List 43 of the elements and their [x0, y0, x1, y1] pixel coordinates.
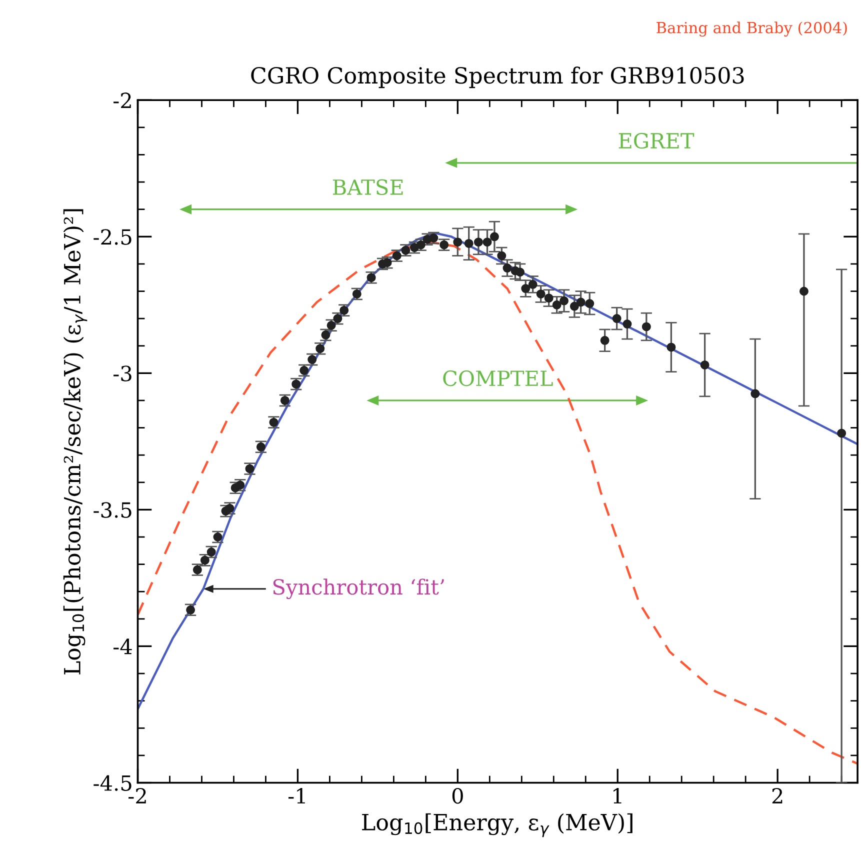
point — [536, 289, 546, 298]
point — [612, 314, 622, 324]
point — [837, 428, 846, 438]
point — [521, 284, 530, 294]
y-tick-label: -2 — [114, 92, 131, 108]
x-tick-label: 0 — [452, 788, 463, 804]
annotation: BATSE — [332, 179, 403, 196]
point — [666, 342, 676, 352]
point — [700, 360, 710, 370]
y-axis-title: Log$_{10}$[(Photons/cm²/sec/keV) (ε$_{γ}$/1 MeV)²] — [63, 209, 88, 674]
point — [502, 264, 512, 273]
x-tick-label: 2 — [772, 788, 782, 804]
annotation: EGRET — [618, 132, 694, 149]
y-tick-label: -2.5 — [94, 229, 132, 245]
point — [497, 251, 506, 260]
point — [453, 238, 462, 247]
point — [482, 238, 492, 247]
text: Baring and Braby (2004) — [656, 22, 847, 37]
y-tick-label: -3 — [114, 366, 132, 382]
point — [585, 299, 594, 308]
point — [490, 232, 499, 242]
point — [474, 238, 483, 247]
point — [642, 322, 651, 332]
point — [464, 238, 474, 248]
point — [528, 280, 538, 289]
annotation: COMPTEL — [443, 370, 553, 386]
x-tick-label: -1 — [288, 788, 305, 804]
point — [544, 294, 554, 303]
point — [560, 296, 569, 306]
point — [516, 268, 525, 277]
y-tick-label: -3.5 — [94, 502, 132, 518]
point — [552, 300, 562, 310]
point — [622, 320, 632, 329]
point — [799, 286, 808, 296]
x-tick-label: 1 — [614, 788, 622, 804]
point — [576, 298, 586, 307]
y-tick-label: -4 — [114, 638, 132, 654]
point — [600, 336, 610, 345]
chart-title: CGRO Composite Spectrum for GRB910503 — [251, 66, 744, 88]
annotation: Synchrotron ‘fit’ — [273, 578, 444, 600]
point — [750, 389, 760, 398]
x-axis-title: Log$_{10}$[Energy, ε$_{γ}$ (MeV)] — [362, 813, 632, 838]
point — [570, 302, 579, 311]
